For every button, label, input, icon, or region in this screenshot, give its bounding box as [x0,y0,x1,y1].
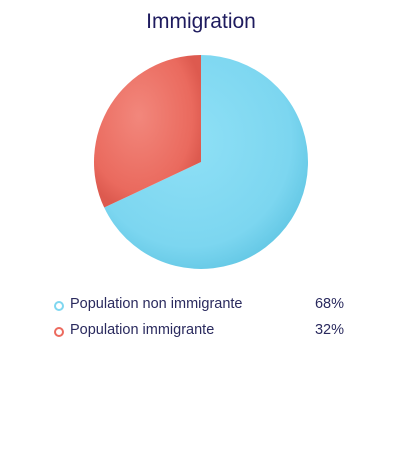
legend-marker-immigrant [54,327,64,337]
legend-item-immigrant: Population immigrante 32% [54,322,346,348]
legend-label: Population non immigrante [70,296,243,312]
pie-slice-population-non-immigrante[interactable] [104,55,308,269]
legend-value: 68% [314,296,344,312]
legend-label: Population immigrante [70,322,215,338]
pie-chart [93,54,308,269]
legend-marker-non-immigrant [54,301,64,311]
legend-item-non-immigrant: Population non immigrante 68% [54,296,346,322]
legend: Population non immigrante 68% Population… [54,296,346,348]
chart-title: Immigration [146,10,256,33]
legend-value: 32% [314,322,344,338]
pie-slice-population-immigrante[interactable] [93,54,201,208]
